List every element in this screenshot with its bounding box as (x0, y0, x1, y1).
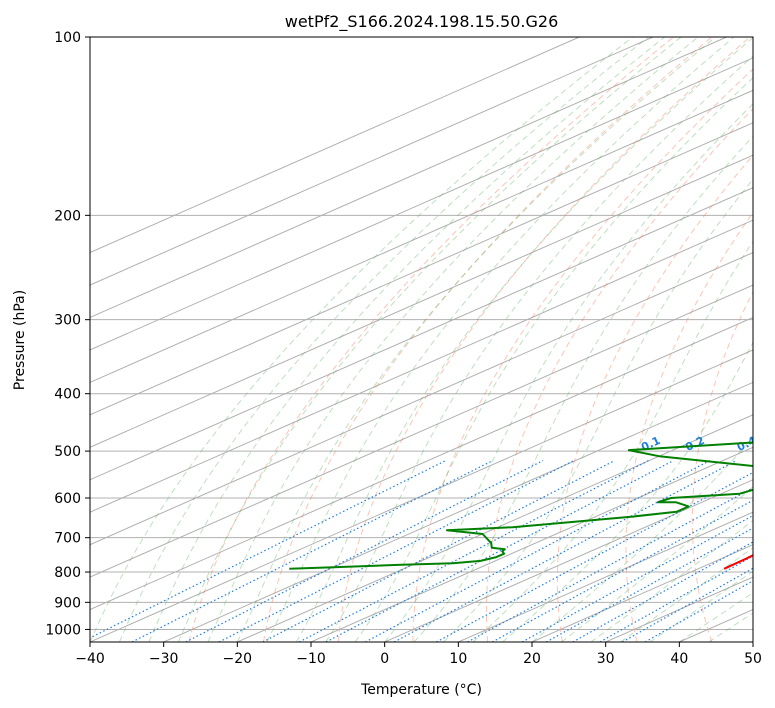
isotherm-gridline (90, 89, 753, 383)
moist-adiabat-line (148, 37, 665, 642)
isotherm-gridline (384, 479, 753, 642)
moist-adiabat-line (561, 486, 753, 642)
mixing-ratio-line (521, 514, 753, 642)
isotherm-gridline (90, 37, 654, 286)
x-tick-label: 20 (523, 651, 541, 667)
dry-adiabat-line (556, 154, 753, 642)
dry-adiabat-line (485, 108, 753, 642)
dry-adiabat-line (337, 37, 751, 642)
x-tick-label: −30 (149, 651, 179, 667)
plot-frame (89, 36, 754, 643)
y-tick-label: 700 (54, 531, 81, 547)
isotherm-gridline (310, 446, 753, 642)
x-tick-label: 50 (744, 651, 762, 667)
isotherm-gridline (90, 37, 580, 254)
x-tick-label: −10 (296, 651, 326, 667)
moist-adiabat-line (90, 37, 634, 642)
y-tick-label: 500 (54, 444, 81, 460)
x-tick-label: 40 (670, 651, 688, 667)
isotherm-gridline (237, 414, 753, 642)
isotherm-gridline (90, 122, 753, 416)
x-tick-label: 30 (597, 651, 615, 667)
dry-adiabat-line (691, 290, 753, 642)
moist-adiabat-line (413, 135, 753, 642)
x-tick-label: −40 (75, 651, 105, 667)
isotherm-gridline (90, 154, 753, 448)
x-tick-label: 0 (380, 651, 389, 667)
y-tick-label: 100 (54, 30, 81, 46)
y-tick-label: 600 (54, 491, 81, 507)
mixing-ratio-line (218, 459, 575, 642)
moist-adiabat-line (295, 37, 753, 642)
isotherm-gridline (90, 187, 753, 481)
y-axis: 1000 900 800 700 600 500 400 300 200 100 (45, 30, 90, 638)
isotherm-gridline (90, 316, 753, 611)
profiles (289, 441, 753, 570)
moist-adiabat-line (177, 37, 682, 642)
mixing-ratio-line (131, 459, 494, 642)
dry-adiabat-line (188, 37, 674, 642)
y-tick-label: 400 (54, 387, 81, 403)
mixing-ratio-line (325, 459, 674, 642)
moist-adiabat-line (266, 37, 735, 642)
isotherm-gridline (90, 349, 753, 642)
moist-adiabat-line (325, 55, 753, 642)
background-lines (90, 37, 753, 642)
mixing-ratio-line (644, 580, 753, 642)
y-tick-label: 900 (54, 595, 81, 611)
x-tick-label: −20 (223, 651, 253, 667)
mixing-ratio-line (622, 567, 753, 642)
isotherm-gridline (458, 511, 753, 642)
isotherm-gridline (90, 219, 753, 513)
isotherm-gridline (90, 252, 753, 546)
dewpoint-profile-line (289, 441, 753, 570)
moist-adiabat-line (472, 240, 753, 642)
mixing-ratio-line (298, 459, 649, 642)
moist-adiabat-line (443, 178, 753, 642)
moist-adiabat-line (119, 37, 649, 642)
x-axis: −40 −30 −20 −10 0 10 20 30 40 50 (75, 642, 762, 667)
mixing-ratio-line (262, 459, 616, 642)
x-tick-label: 10 (449, 651, 467, 667)
moist-adiabat-line (531, 436, 753, 642)
mixing-ratio-line (365, 459, 711, 642)
isotherm-gridline (90, 284, 753, 578)
moist-adiabat-line (384, 103, 753, 642)
y-tick-label: 300 (54, 313, 81, 329)
isotherm-gridline (163, 381, 753, 642)
y-axis-title: Pressure (hPa) (12, 290, 28, 390)
x-axis-title: Temperature (°C) (360, 682, 482, 698)
dry-adiabat-line (625, 211, 753, 642)
dry-adiabat-line (263, 37, 713, 642)
isotherm-gridline (90, 57, 753, 351)
y-tick-label: 200 (54, 208, 81, 224)
y-tick-label: 800 (54, 565, 81, 581)
mixing-ratio-line (436, 471, 753, 642)
mixing-ratio-line (393, 459, 737, 642)
isotherm-gridline (90, 37, 727, 319)
moist-adiabat-line (207, 37, 699, 642)
y-tick-label: 1000 (45, 622, 81, 638)
chart-title: wetPf2_S166.2024.198.15.50.G26 (285, 12, 559, 32)
dry-adiabat-line (412, 68, 753, 642)
